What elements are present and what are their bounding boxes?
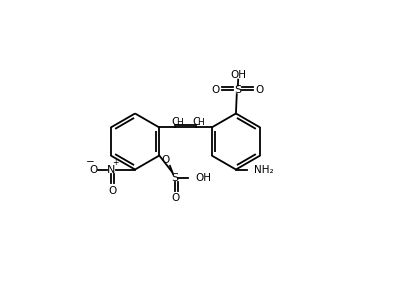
- Text: O: O: [256, 85, 264, 95]
- Text: +: +: [113, 158, 119, 167]
- Text: O: O: [171, 192, 180, 203]
- Text: NH₂: NH₂: [255, 164, 274, 175]
- Text: OH: OH: [231, 70, 247, 80]
- Text: H: H: [176, 118, 183, 127]
- Text: −: −: [86, 157, 95, 167]
- Text: O: O: [108, 186, 116, 196]
- Text: H: H: [197, 118, 204, 127]
- Text: S: S: [234, 85, 241, 95]
- Text: O: O: [90, 164, 98, 175]
- Text: O: O: [211, 85, 219, 95]
- Text: O: O: [161, 155, 170, 165]
- Text: OH: OH: [195, 173, 211, 183]
- Text: C: C: [192, 117, 200, 127]
- Text: S: S: [171, 173, 178, 183]
- Text: N: N: [107, 164, 115, 175]
- Text: C: C: [171, 117, 179, 127]
